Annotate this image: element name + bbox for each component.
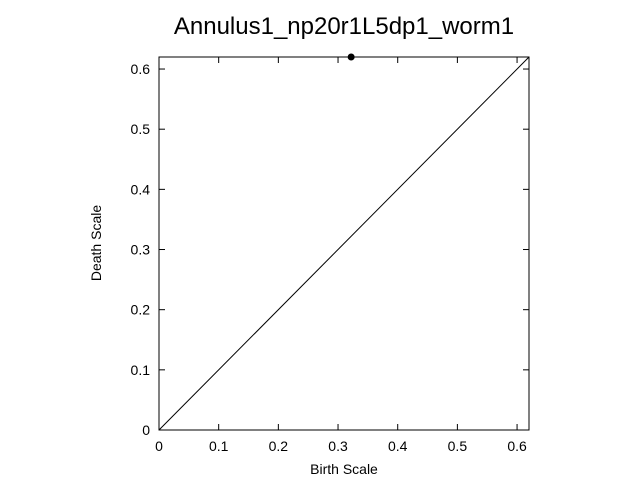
axis-ticks: [158, 57, 529, 431]
y-tick-label: 0.1: [131, 362, 151, 378]
axis-tick-labels: 0 0.1 0.2 0.3 0.4 0.5 0.6 0 0.1 0.2 0.3 0.4 0.5 0.6: [131, 61, 527, 454]
y-tick-label: 0: [142, 422, 150, 438]
x-tick-label: 0.3: [328, 438, 348, 454]
y-tick-label: 0.5: [131, 121, 151, 137]
x-tick-label: 0.5: [448, 438, 468, 454]
x-tick-label: 0.4: [388, 438, 408, 454]
y-tick-label: 0.4: [131, 181, 151, 197]
data-points: [347, 53, 355, 61]
y-tick-label: 0.2: [131, 302, 151, 318]
x-tick-label: 0: [155, 438, 163, 454]
chart-title: Annulus1_np20r1L5dp1_worm1: [174, 13, 514, 40]
x-tick-label: 0.2: [269, 438, 289, 454]
data-point: [347, 53, 355, 61]
y-axis-label: Death Scale: [88, 205, 104, 281]
x-axis-label: Birth Scale: [310, 461, 378, 477]
x-tick-label: 0.6: [507, 438, 527, 454]
plot-frame: [158, 56, 530, 431]
diagonal-line: [158, 56, 530, 431]
y-tick-label: 0.3: [131, 242, 151, 258]
x-tick-label: 0.1: [209, 438, 229, 454]
y-tick-label: 0.6: [131, 61, 151, 77]
